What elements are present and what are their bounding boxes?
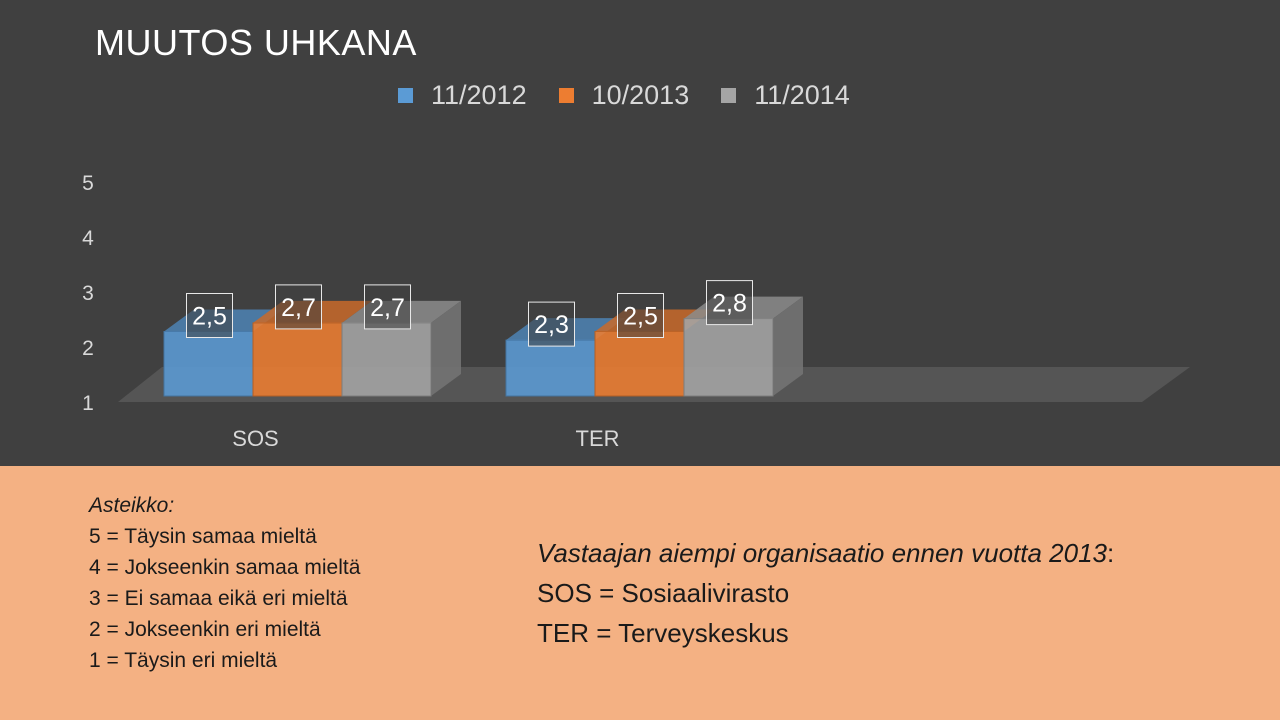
category-label-ter: TER (576, 426, 620, 451)
bar-side (773, 296, 803, 396)
legend: 11/2012 10/2013 11/2014 (398, 80, 850, 111)
data-label-text: 2,7 (370, 294, 405, 322)
bar-front (341, 322, 432, 397)
data-label-box (186, 293, 233, 338)
data-label-ter-0: 2,3 (528, 301, 575, 347)
organisation-title: Vastaajan aiempi organisaatio ennen vuot… (537, 533, 1114, 573)
bar-side (431, 300, 461, 396)
data-label-text: 2,5 (192, 303, 227, 331)
data-label-box (275, 284, 322, 330)
data-label-sos-2: 2,7 (364, 284, 411, 330)
chart-title: MUUTOS UHKANA (95, 22, 417, 63)
notes-panel: Asteikko: 5 = Täysin samaa mieltä 4 = Jo… (0, 466, 1280, 720)
scale-item-1: 1 = Täysin eri mieltä (89, 649, 278, 672)
legend-label-1: 10/2013 (591, 80, 690, 110)
data-label-text: 2,5 (623, 303, 658, 331)
data-label-box (528, 301, 575, 347)
bar-front (594, 331, 685, 397)
y-tick-1: 1 (82, 392, 94, 415)
organisation-item-ter: TER = Terveyskeskus (537, 618, 789, 648)
category-label-sos: SOS (232, 426, 278, 451)
data-label-text: 2,7 (281, 294, 316, 322)
bar-chart: 1 2 3 4 5 2,5 2,7 2,7 2,3 2,5 2,8 SOS TER (82, 172, 1190, 451)
scale-legend: Asteikko: 5 = Täysin samaa mieltä 4 = Jo… (89, 490, 360, 676)
legend-item-0: 11/2012 (398, 80, 527, 111)
data-label-sos-0: 2,5 (186, 293, 233, 338)
legend-swatch-0 (398, 88, 413, 103)
bar-front (163, 331, 254, 397)
bar-front (505, 339, 596, 397)
scale-item-4: 4 = Jokseenkin samaa mieltä (89, 556, 361, 579)
organisation-legend: Vastaajan aiempi organisaatio ennen vuot… (537, 533, 1114, 653)
scale-item-3: 3 = Ei samaa eikä eri mieltä (89, 587, 348, 610)
data-label-sos-1: 2,7 (275, 284, 322, 330)
scale-item-5: 5 = Täysin samaa mieltä (89, 525, 317, 548)
data-label-box (364, 284, 411, 330)
data-label-box (617, 293, 664, 338)
legend-label-2: 11/2014 (754, 80, 850, 110)
y-tick-5: 5 (82, 172, 94, 195)
legend-item-2: 11/2014 (721, 80, 850, 111)
bar-front (683, 318, 774, 397)
y-tick-4: 4 (82, 227, 94, 250)
organisation-title-text: Vastaajan aiempi organisaatio ennen vuot… (537, 538, 1108, 568)
organisation-item-sos: SOS = Sosiaalivirasto (537, 578, 790, 608)
legend-swatch-1 (558, 88, 574, 103)
data-label-ter-2: 2,8 (706, 280, 753, 326)
legend-item-1: 10/2013 (558, 80, 690, 111)
y-tick-3: 3 (82, 282, 94, 305)
bar-front (252, 322, 343, 397)
data-label-text: 2,8 (712, 290, 747, 318)
y-tick-2: 2 (82, 337, 94, 360)
legend-swatch-2 (721, 88, 737, 103)
legend-label-0: 11/2012 (431, 80, 527, 110)
data-label-ter-1: 2,5 (617, 293, 664, 338)
organisation-title-colon: : (1107, 538, 1115, 568)
scale-item-2: 2 = Jokseenkin eri mieltä (89, 618, 321, 641)
scale-title: Asteikko: (89, 494, 175, 517)
data-label-text: 2,3 (534, 311, 569, 339)
data-label-box (706, 280, 753, 326)
chart-panel: 1 2 3 4 5 2,5 2,7 2,7 2,3 2,5 2,8 SOS TER MUUTOS UHK… (0, 0, 1280, 466)
